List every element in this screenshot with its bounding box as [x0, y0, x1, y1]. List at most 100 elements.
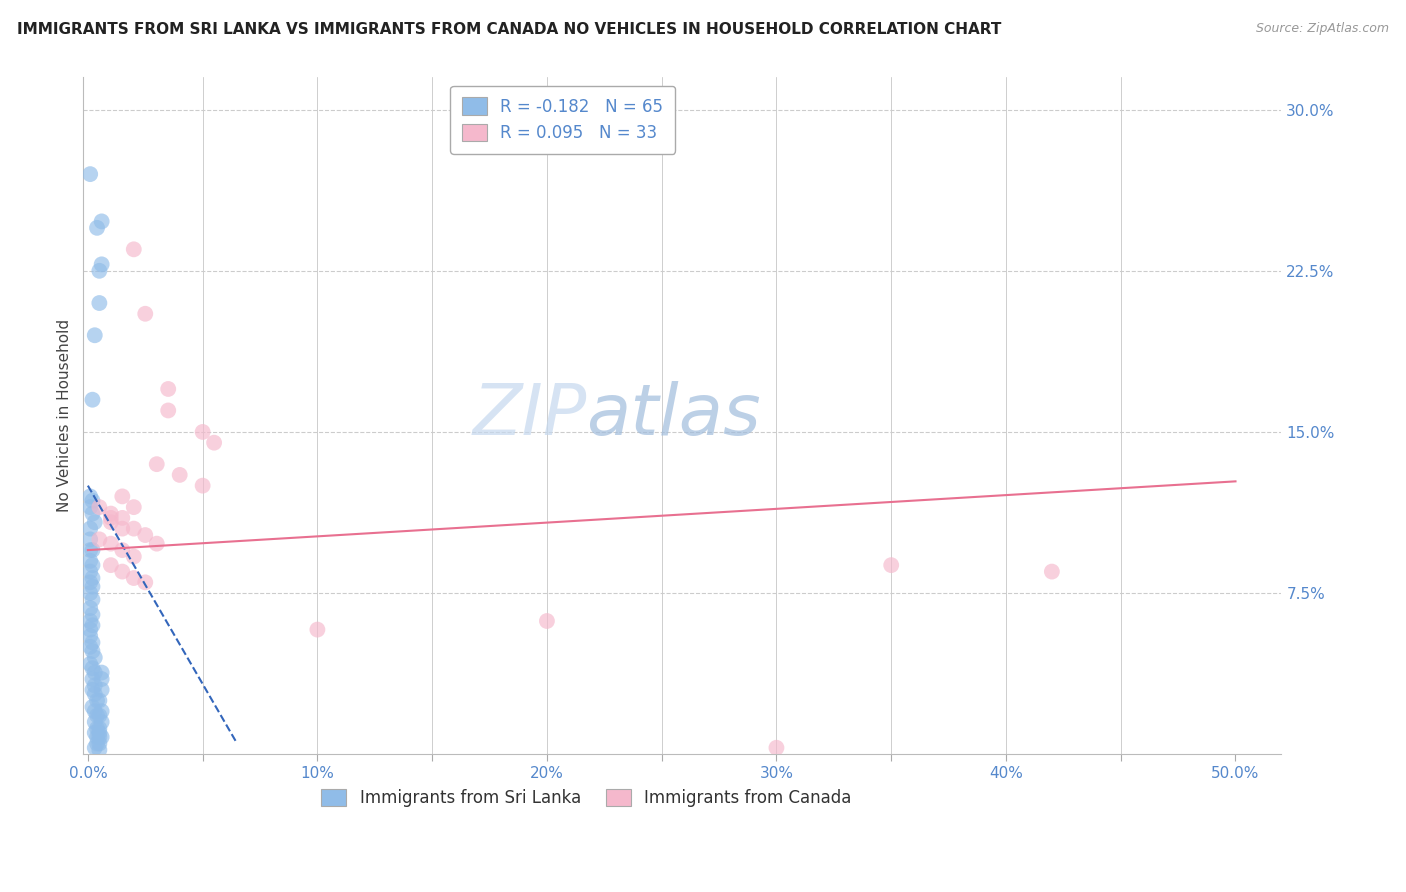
Point [122, 549, 145, 564]
Point [79, 614, 101, 628]
Point [122, 500, 145, 515]
Point [157, 403, 180, 417]
Point [89, 264, 111, 278]
Point [82, 543, 104, 558]
Point [82, 682, 104, 697]
Point [111, 522, 134, 536]
Point [82, 392, 104, 407]
Point [90, 257, 112, 271]
Point [83, 515, 105, 529]
Point [89, 296, 111, 310]
Point [90, 682, 112, 697]
Point [82, 571, 104, 585]
Point [82, 644, 104, 658]
Y-axis label: No Vehicles in Household: No Vehicles in Household [58, 319, 72, 512]
Point [79, 657, 101, 671]
Point [79, 586, 101, 600]
Point [83, 714, 105, 729]
Point [83, 678, 105, 692]
Point [79, 601, 101, 615]
Text: Source: ZipAtlas.com: Source: ZipAtlas.com [1256, 22, 1389, 36]
Point [82, 507, 104, 521]
Point [202, 435, 225, 450]
Point [89, 693, 111, 707]
Point [79, 575, 101, 590]
Point [157, 382, 180, 396]
Legend: Immigrants from Sri Lanka, Immigrants from Canada: Immigrants from Sri Lanka, Immigrants fr… [315, 782, 858, 814]
Point [79, 489, 101, 503]
Point [89, 533, 111, 547]
Point [79, 565, 101, 579]
Point [86, 693, 108, 707]
Point [79, 522, 101, 536]
Point [86, 722, 108, 736]
Point [89, 500, 111, 515]
Text: atlas: atlas [586, 381, 761, 450]
Point [86, 736, 108, 750]
Point [82, 700, 104, 714]
Point [83, 725, 105, 739]
Point [89, 743, 111, 757]
Point [83, 650, 105, 665]
Point [145, 536, 167, 550]
Point [100, 511, 122, 525]
Point [90, 214, 112, 228]
Point [191, 425, 214, 439]
Point [145, 457, 167, 471]
Point [134, 528, 156, 542]
Point [90, 704, 112, 718]
Point [82, 661, 104, 675]
Point [82, 672, 104, 686]
Point [82, 493, 104, 508]
Point [82, 558, 104, 573]
Point [307, 623, 329, 637]
Point [1040, 565, 1063, 579]
Point [79, 533, 101, 547]
Point [90, 714, 112, 729]
Point [111, 511, 134, 525]
Point [111, 489, 134, 503]
Point [89, 708, 111, 723]
Point [86, 220, 108, 235]
Point [79, 629, 101, 643]
Point [169, 467, 191, 482]
Point [82, 580, 104, 594]
Point [86, 730, 108, 744]
Point [89, 730, 111, 744]
Point [79, 543, 101, 558]
Point [100, 507, 122, 521]
Point [79, 640, 101, 654]
Text: ZIP: ZIP [472, 381, 586, 450]
Point [122, 243, 145, 257]
Point [191, 478, 214, 492]
Point [100, 558, 122, 573]
Point [82, 592, 104, 607]
Point [82, 618, 104, 632]
Point [83, 328, 105, 343]
Point [83, 665, 105, 680]
Point [90, 665, 112, 680]
Point [89, 725, 111, 739]
Point [83, 687, 105, 701]
Text: IMMIGRANTS FROM SRI LANKA VS IMMIGRANTS FROM CANADA NO VEHICLES IN HOUSEHOLD COR: IMMIGRANTS FROM SRI LANKA VS IMMIGRANTS … [17, 22, 1001, 37]
Point [134, 307, 156, 321]
Point [83, 740, 105, 755]
Point [79, 623, 101, 637]
Point [122, 571, 145, 585]
Point [100, 515, 122, 529]
Point [880, 558, 903, 573]
Point [90, 730, 112, 744]
Point [89, 722, 111, 736]
Point [83, 704, 105, 718]
Point [122, 522, 145, 536]
Point [86, 708, 108, 723]
Point [111, 565, 134, 579]
Point [79, 500, 101, 515]
Point [82, 635, 104, 649]
Point [90, 672, 112, 686]
Point [100, 536, 122, 550]
Point [79, 554, 101, 568]
Point [89, 736, 111, 750]
Point [765, 740, 787, 755]
Point [79, 167, 101, 181]
